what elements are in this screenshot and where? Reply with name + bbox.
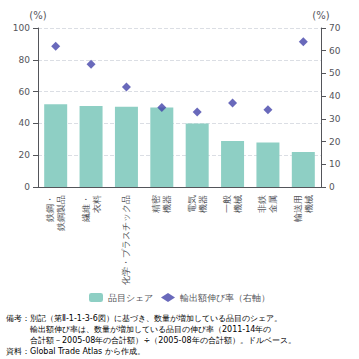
svg-text:20: 20 [19,150,31,160]
svg-text:合計額－2005-08年の合計額）÷（2005-08年の合計: 合計額－2005-08年の合計額）÷（2005-08年の合計額）。ドルベース。 [6,336,296,345]
svg-text:鉄鋼・: 鉄鋼・ [45,195,55,222]
svg-text:70: 70 [329,23,341,33]
svg-text:30: 30 [329,114,341,124]
svg-text:80: 80 [19,55,31,65]
svg-text:精密: 精密 [151,195,161,213]
svg-text:0: 0 [24,182,30,192]
svg-text:40: 40 [329,91,341,101]
svg-text:10: 10 [329,159,341,169]
svg-text:化学・プラスチック品: 化学・プラスチック品 [121,195,131,285]
svg-text:(%): (%) [312,10,329,21]
svg-text:20: 20 [329,137,341,147]
svg-text:鉄鋼製品: 鉄鋼製品 [56,195,66,231]
svg-text:機械: 機械 [304,195,314,213]
svg-text:電気: 電気 [187,195,197,213]
svg-text:40: 40 [19,118,31,128]
svg-text:繊維・: 繊維・ [81,195,91,223]
svg-text:機器: 機器 [198,195,208,213]
svg-text:一般: 一般 [222,195,232,213]
svg-text:資料：Global Trade Atlas から作成。: 資料：Global Trade Atlas から作成。 [6,347,145,356]
svg-text:輸送用: 輸送用 [293,195,303,222]
svg-text:100: 100 [13,23,30,33]
svg-text:非鉄: 非鉄 [257,195,267,213]
svg-text:60: 60 [329,46,341,56]
svg-text:輸出額伸び率（右軸）: 輸出額伸び率（右軸） [180,293,270,303]
svg-text:50: 50 [329,68,341,78]
svg-text:機器: 機器 [162,195,172,213]
svg-text:品目シェア: 品目シェア [108,293,153,303]
svg-text:金属: 金属 [268,195,278,213]
svg-text:衣料: 衣料 [92,195,102,213]
svg-text:60: 60 [19,87,31,97]
svg-text:(%): (%) [29,10,46,21]
svg-text:輸出額伸び率は、数量が増加している品目の伸び率（2011-1: 輸出額伸び率は、数量が増加している品目の伸び率（2011-14年の [6,325,271,334]
svg-text:機械: 機械 [233,195,243,213]
svg-text:0: 0 [329,182,335,192]
svg-text:備考：別記（第Ⅱ-1-1-3-6図）に基づき、数量が増加して: 備考：別記（第Ⅱ-1-1-3-6図）に基づき、数量が増加している品目のシェア。 [6,314,282,323]
